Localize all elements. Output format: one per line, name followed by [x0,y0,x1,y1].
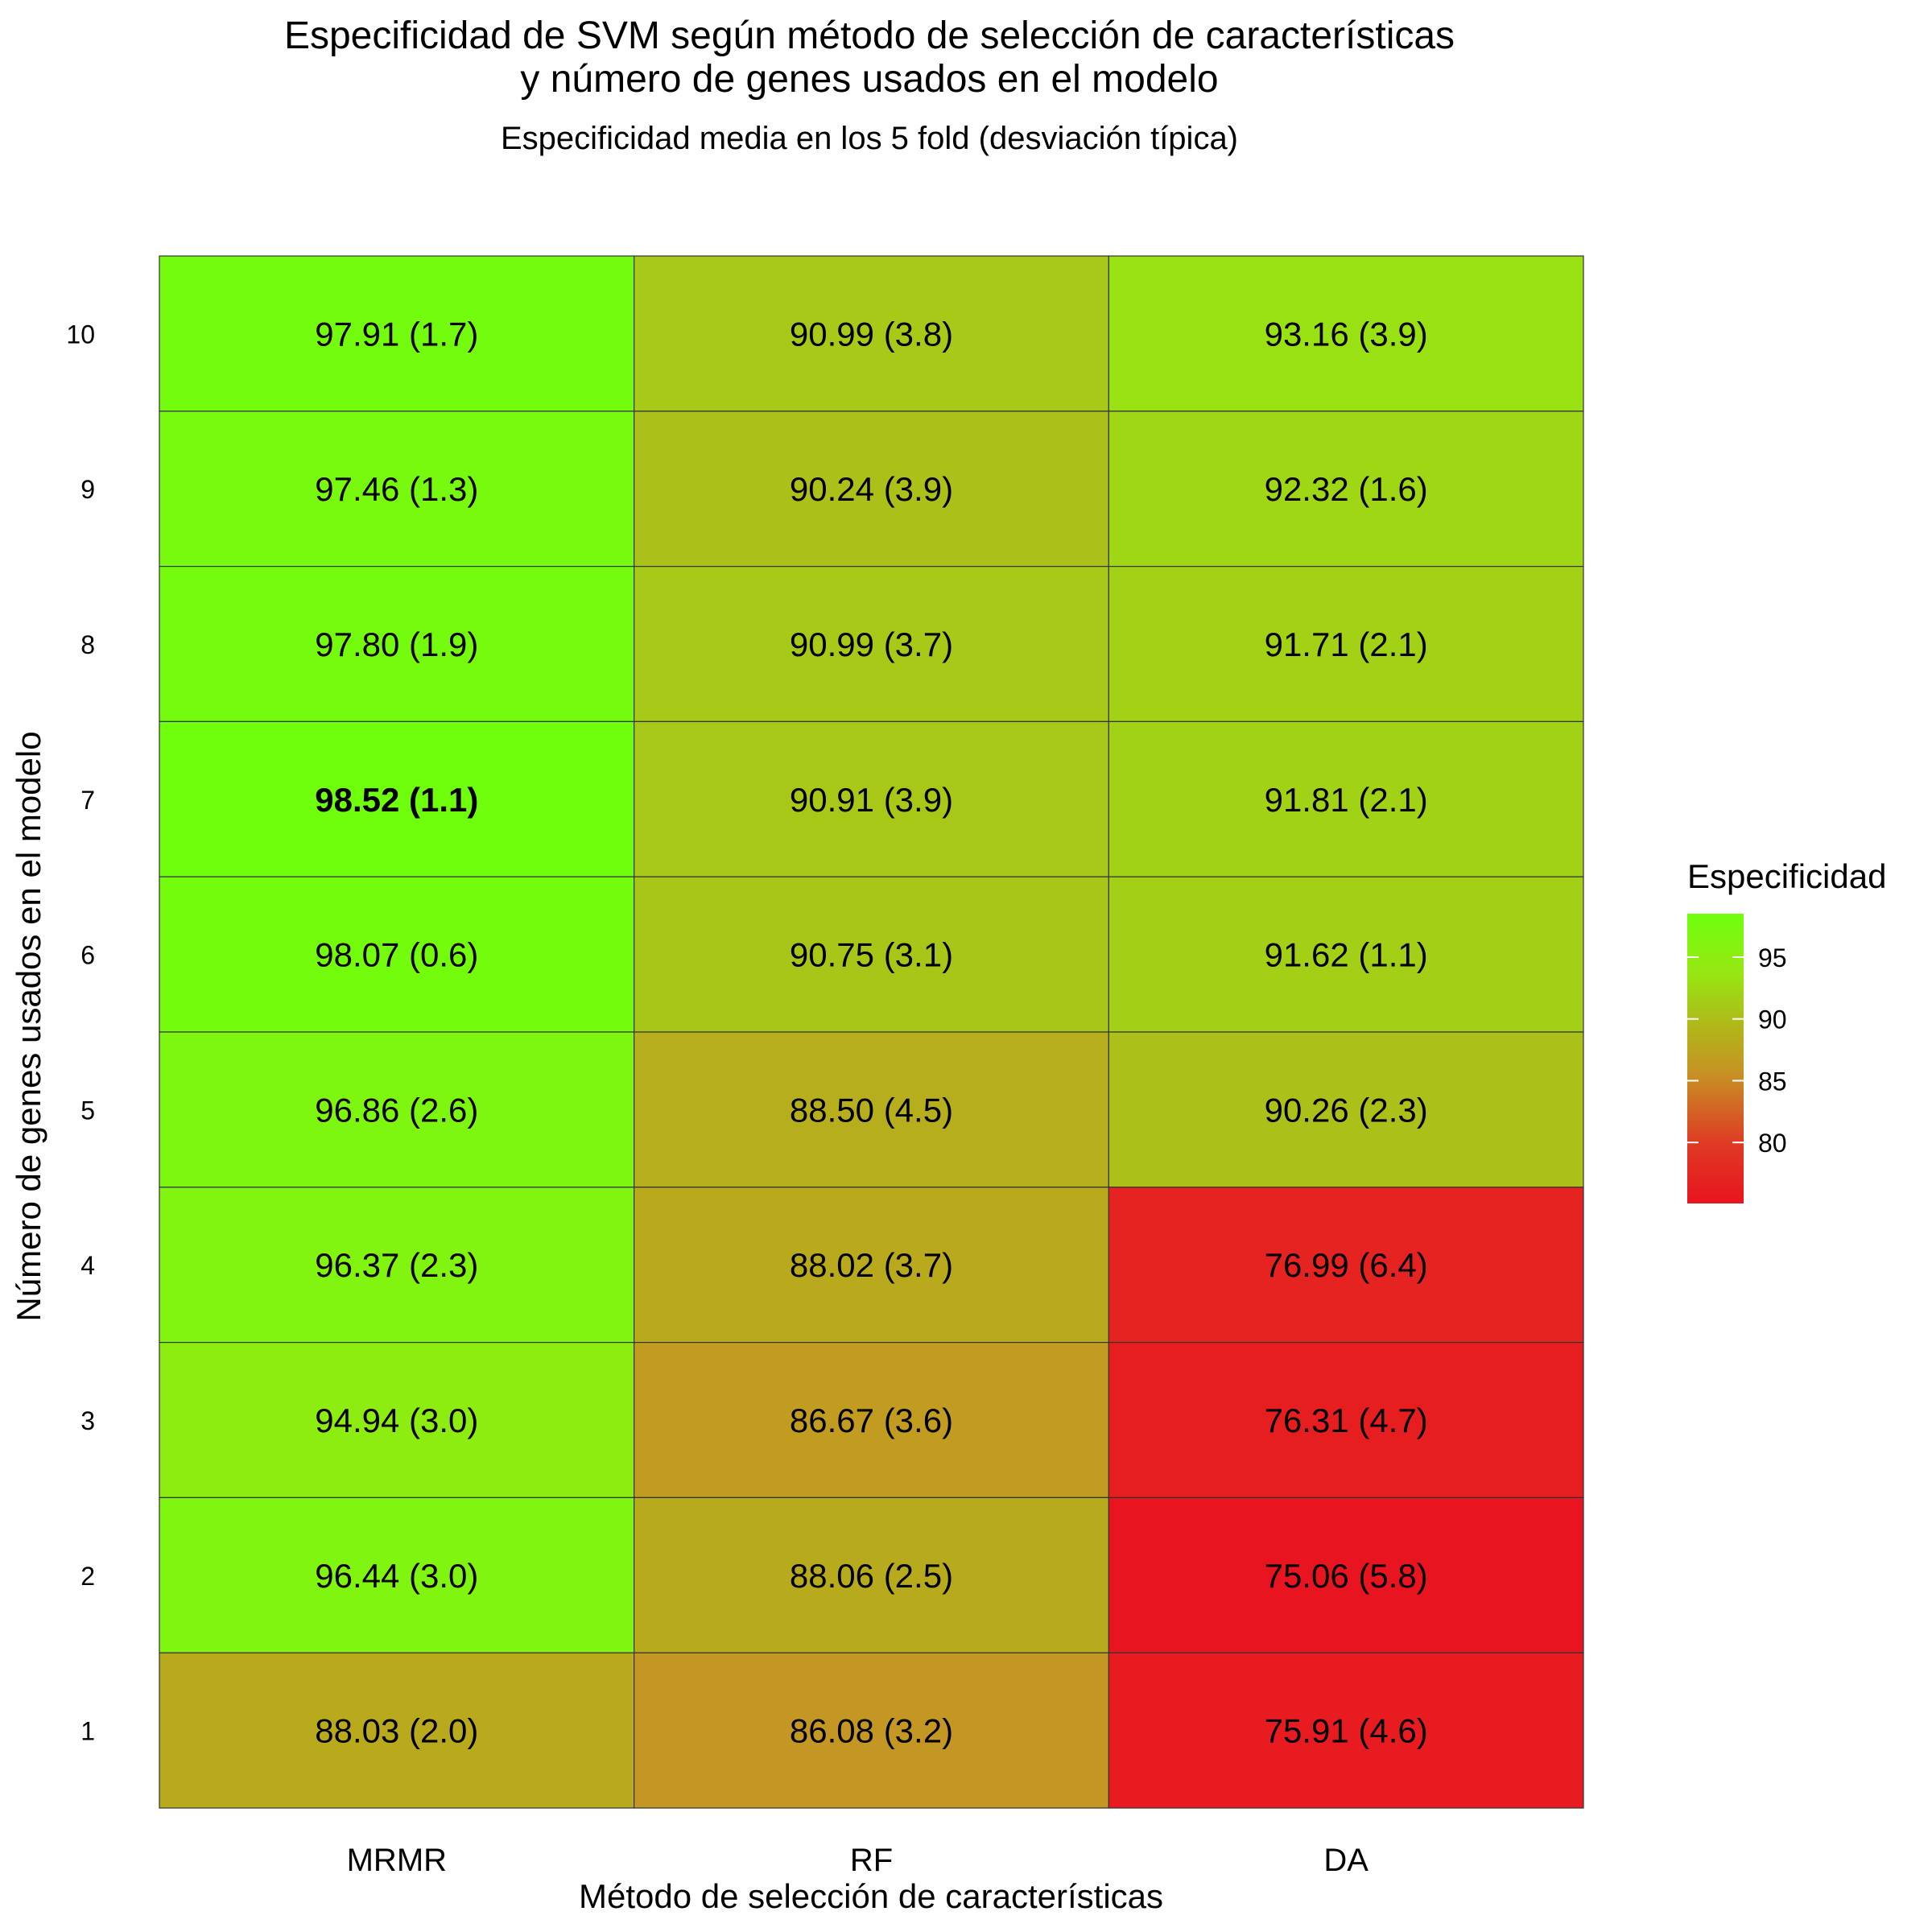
heatmap-cell-da-1 [1108,1652,1584,1809]
heatmap-cell-rf-10 [634,255,1109,412]
chart-subtitle: Especificidad media en los 5 fold (desvi… [500,121,1239,156]
cell-label-mrmr-9: 97.46 (1.3) [315,470,478,508]
cell-label-rf-5: 88.50 (4.5) [790,1091,953,1129]
cell-label-mrmr-7: 98.52 (1.1) [315,781,478,819]
y-axis-label: Número de genes usados en el modelo [10,731,47,1321]
y-tick-label-1: 1 [80,1717,95,1746]
cell-label-da-8: 91.71 (2.1) [1265,625,1428,663]
legend-tick-label-95: 95 [1758,943,1787,972]
cell-label-da-5: 90.26 (2.3) [1265,1091,1428,1129]
heatmap-cell-mrmr-8 [159,565,635,722]
cell-label-da-4: 76.99 (6.4) [1265,1246,1428,1284]
heatmap-cell-rf-2 [634,1496,1109,1653]
heatmap-cell-mrmr-10 [159,255,635,412]
y-tick-label-7: 7 [80,786,95,815]
y-tick-labels: 1 2 3 4 5 6 7 8 9 10 [66,320,95,1745]
chart-title-line2: y número de genes usados en el modelo [520,58,1219,101]
cell-label-da-2: 75.06 (5.8) [1265,1557,1428,1595]
heatmap-cell-rf-5 [634,1031,1109,1188]
heatmap-cell-da-8 [1108,565,1584,722]
heatmap-cells [159,255,1584,1809]
cell-label-mrmr-6: 98.07 (0.6) [315,936,478,974]
x-tick-label-da: DA [1323,1843,1368,1878]
heatmap-cell-da-6 [1108,876,1584,1033]
legend-tick-label-80: 80 [1758,1129,1787,1158]
cell-label-rf-7: 90.91 (3.9) [790,781,953,819]
y-tick-label-8: 8 [80,630,95,659]
cell-label-mrmr-4: 96.37 (2.3) [315,1246,478,1284]
cell-label-rf-4: 88.02 (3.7) [790,1246,953,1284]
heatmap-cell-rf-6 [634,876,1109,1033]
legend-tick-label-85: 85 [1758,1067,1787,1096]
y-tick-label-6: 6 [80,941,95,970]
cell-label-mrmr-10: 97.91 (1.7) [315,315,478,353]
legend-title: Especificidad [1687,857,1887,895]
cell-label-mrmr-1: 88.03 (2.0) [315,1712,478,1750]
x-tick-labels: MRMR RF DA [347,1843,1369,1878]
heatmap-cell-da-10 [1108,255,1584,412]
chart-title-line1: Especificidad de SVM según método de sel… [283,14,1455,57]
heatmap-cell-mrmr-7 [159,720,635,877]
cell-label-mrmr-2: 96.44 (3.0) [315,1557,478,1595]
heatmap-cell-da-4 [1108,1187,1584,1344]
cell-label-rf-10: 90.99 (3.8) [790,315,953,353]
heatmap-cell-da-3 [1108,1341,1584,1498]
heatmap-cell-mrmr-5 [159,1031,635,1188]
x-axis-label: Método de selección de características [579,1877,1163,1915]
heatmap-cell-rf-8 [634,565,1109,722]
heatmap-cell-mrmr-4 [159,1187,635,1344]
cell-label-mrmr-5: 96.86 (2.6) [315,1091,478,1129]
cell-label-da-3: 76.31 (4.7) [1265,1402,1428,1439]
cell-labels: 97.91 (1.7) 90.99 (3.8) 93.16 (3.9) 97.46 (… [315,315,1427,1749]
heatmap-cell-mrmr-6 [159,876,635,1033]
heatmap-cell-mrmr-9 [159,411,635,568]
heatmap-cell-da-2 [1108,1496,1584,1653]
cell-label-da-7: 91.81 (2.1) [1265,781,1428,819]
y-tick-label-10: 10 [66,320,95,349]
heatmap-cell-rf-9 [634,411,1109,568]
heatmap-cell-da-5 [1108,1031,1584,1188]
heatmap-cell-mrmr-3 [159,1341,635,1498]
y-tick-label-5: 5 [80,1096,95,1125]
y-tick-label-3: 3 [80,1406,95,1435]
cell-label-rf-3: 86.67 (3.6) [790,1402,953,1439]
y-tick-label-2: 2 [80,1562,95,1591]
cell-label-mrmr-8: 97.80 (1.9) [315,625,478,663]
y-tick-label-9: 9 [80,475,95,504]
cell-label-rf-1: 86.08 (3.2) [790,1712,953,1750]
cell-label-rf-6: 90.75 (3.1) [790,936,953,974]
heatmap-cell-rf-7 [634,720,1109,877]
cell-label-mrmr-3: 94.94 (3.0) [315,1402,478,1439]
cell-label-rf-9: 90.24 (3.9) [790,470,953,508]
legend-colorbar [1687,914,1744,1203]
x-tick-label-mrmr: MRMR [347,1843,447,1878]
cell-label-da-9: 92.32 (1.6) [1265,470,1428,508]
cell-label-rf-8: 90.99 (3.7) [790,625,953,663]
heatmap-cell-rf-1 [634,1652,1109,1809]
heatmap-cell-rf-3 [634,1341,1109,1498]
heatmap-cell-rf-4 [634,1187,1109,1344]
x-tick-label-rf: RF [850,1843,893,1878]
cell-label-da-1: 75.91 (4.6) [1265,1712,1428,1750]
legend-tick-label-90: 90 [1758,1005,1787,1034]
cell-label-da-10: 93.16 (3.9) [1265,315,1428,353]
cell-label-rf-2: 88.06 (2.5) [790,1557,953,1595]
heatmap-cell-da-7 [1108,720,1584,877]
cell-label-da-6: 91.62 (1.1) [1265,936,1428,974]
y-tick-label-4: 4 [80,1251,95,1280]
color-legend: 80 85 90 95 [1687,914,1787,1203]
